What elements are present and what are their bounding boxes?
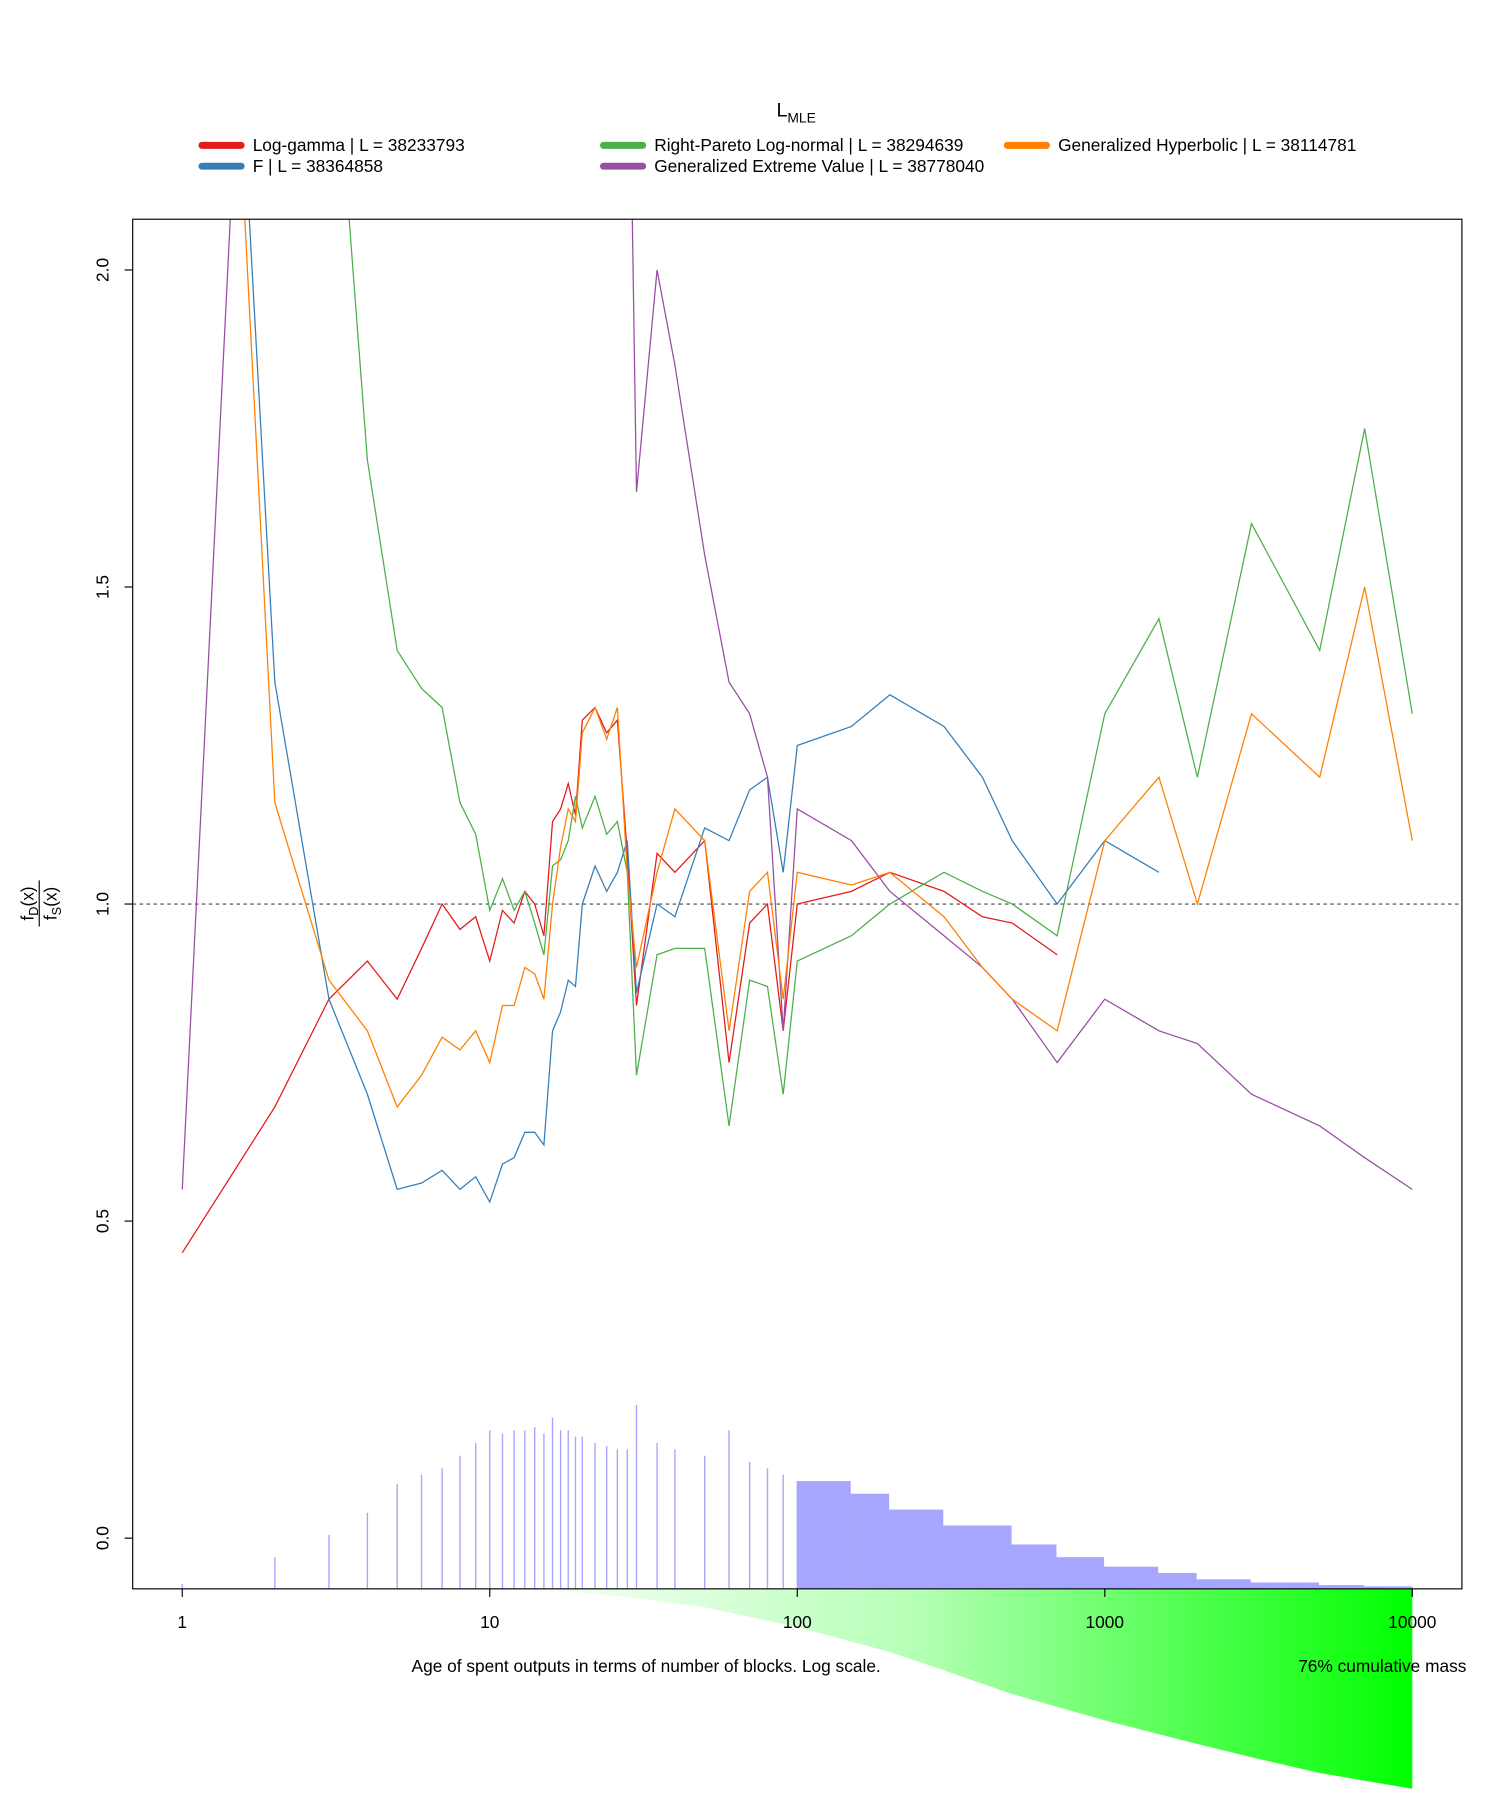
under-layer bbox=[489, 1588, 1413, 1789]
legend-label: Right-Pareto Log-normal | L = 38294639 bbox=[654, 135, 963, 155]
series-line bbox=[181, 706, 1058, 1254]
legend-label: Generalized Extreme Value | L = 38778040 bbox=[654, 156, 984, 176]
histogram-bar bbox=[1056, 1557, 1105, 1589]
title-main: L bbox=[776, 100, 787, 122]
histogram-bar bbox=[181, 1583, 183, 1589]
legend-label: Generalized Hyperbolic | L = 38114781 bbox=[1058, 135, 1356, 155]
plot-area bbox=[132, 219, 1462, 1589]
histogram-bar bbox=[581, 1436, 584, 1589]
histogram-bar bbox=[534, 1427, 536, 1589]
y-label-part: (x) bbox=[41, 887, 61, 907]
histogram-bar bbox=[489, 1430, 491, 1589]
histogram-bar bbox=[1250, 1582, 1320, 1589]
x-tick-label: 10000 bbox=[1388, 1612, 1436, 1632]
y-label-part: (x) bbox=[17, 886, 37, 906]
histogram-bar bbox=[567, 1430, 569, 1589]
histogram-bar bbox=[513, 1430, 515, 1589]
chart-title: LMLE bbox=[776, 100, 815, 126]
histogram-bar bbox=[1411, 1586, 1413, 1589]
histogram-bar bbox=[656, 1443, 658, 1589]
histogram-bar bbox=[616, 1449, 619, 1589]
histogram-bar bbox=[943, 1525, 1012, 1589]
annotation: 76% cumulative mass bbox=[1298, 1656, 1467, 1676]
histogram-bar bbox=[328, 1534, 330, 1589]
histogram-bar bbox=[1363, 1586, 1412, 1589]
histogram-bar bbox=[524, 1430, 526, 1589]
y-axis-label: fD(x) fS(x) bbox=[17, 880, 65, 927]
histogram-bar bbox=[626, 1449, 628, 1589]
y-label-part: S bbox=[50, 907, 64, 915]
y-tick-label: 0.0 bbox=[92, 1526, 112, 1550]
y-label-denominator: fS(x) bbox=[41, 887, 65, 920]
y-label-part: f bbox=[41, 915, 61, 920]
x-tick-label: 1 bbox=[177, 1612, 187, 1632]
histogram-bar bbox=[728, 1430, 730, 1589]
axes: 0.0 0.5 1.0 1.5 2.0 1 10 100 1000 10000 bbox=[92, 258, 1436, 1632]
legend-label: Log-gamma | L = 38233793 bbox=[253, 135, 465, 155]
histogram-bar bbox=[594, 1443, 596, 1589]
histogram-bar bbox=[748, 1462, 751, 1589]
histogram-bar bbox=[274, 1557, 276, 1589]
histogram-bar bbox=[459, 1455, 461, 1589]
y-tick-label: 2.0 bbox=[92, 258, 112, 282]
y-label-part: f bbox=[17, 916, 37, 921]
histogram-bar bbox=[635, 1404, 638, 1589]
histogram-bar bbox=[420, 1474, 423, 1589]
histogram-bar bbox=[543, 1433, 545, 1589]
histogram-bar bbox=[366, 1512, 369, 1589]
histogram-bar bbox=[574, 1436, 577, 1589]
y-label-numerator: fD(x) bbox=[17, 886, 41, 920]
series-line bbox=[348, 219, 1413, 1127]
histogram-bar bbox=[474, 1443, 477, 1589]
x-tick-label: 1000 bbox=[1086, 1612, 1124, 1632]
y-tick-label: 1.5 bbox=[92, 575, 112, 599]
histogram-bar bbox=[1104, 1566, 1159, 1589]
histogram-bar bbox=[1196, 1579, 1251, 1589]
histogram-bar bbox=[766, 1468, 769, 1589]
histogram-bar bbox=[1011, 1544, 1057, 1589]
histogram-bar bbox=[441, 1468, 443, 1589]
series-line bbox=[248, 219, 1160, 1204]
histogram-bar bbox=[605, 1446, 608, 1589]
histogram-bar bbox=[1319, 1585, 1364, 1589]
title-subscript: MLE bbox=[787, 109, 815, 125]
legend-label: F | L = 38364858 bbox=[253, 156, 383, 176]
histogram-bar bbox=[889, 1509, 944, 1589]
histogram-bar bbox=[782, 1474, 784, 1589]
histogram-bar bbox=[559, 1430, 562, 1589]
histogram-bar bbox=[551, 1417, 554, 1589]
histogram-bar bbox=[704, 1455, 706, 1589]
histogram-bar bbox=[796, 1481, 851, 1589]
x-tick-label: 10 bbox=[480, 1612, 499, 1632]
series-line bbox=[181, 219, 1413, 1190]
y-tick-label: 1.0 bbox=[92, 892, 112, 916]
cumulative-area bbox=[489, 1588, 1413, 1789]
y-label-part: D bbox=[27, 907, 41, 916]
series-line bbox=[244, 219, 1413, 1109]
histogram-bar bbox=[396, 1484, 398, 1589]
x-tick-label: 100 bbox=[783, 1612, 812, 1632]
histogram-bar bbox=[1158, 1572, 1197, 1589]
histogram-bar bbox=[501, 1433, 504, 1589]
histogram-bar bbox=[850, 1493, 890, 1589]
x-axis-label: Age of spent outputs in terms of number … bbox=[412, 1656, 881, 1676]
histogram-bar bbox=[674, 1449, 676, 1589]
y-tick-label: 0.5 bbox=[92, 1209, 112, 1233]
